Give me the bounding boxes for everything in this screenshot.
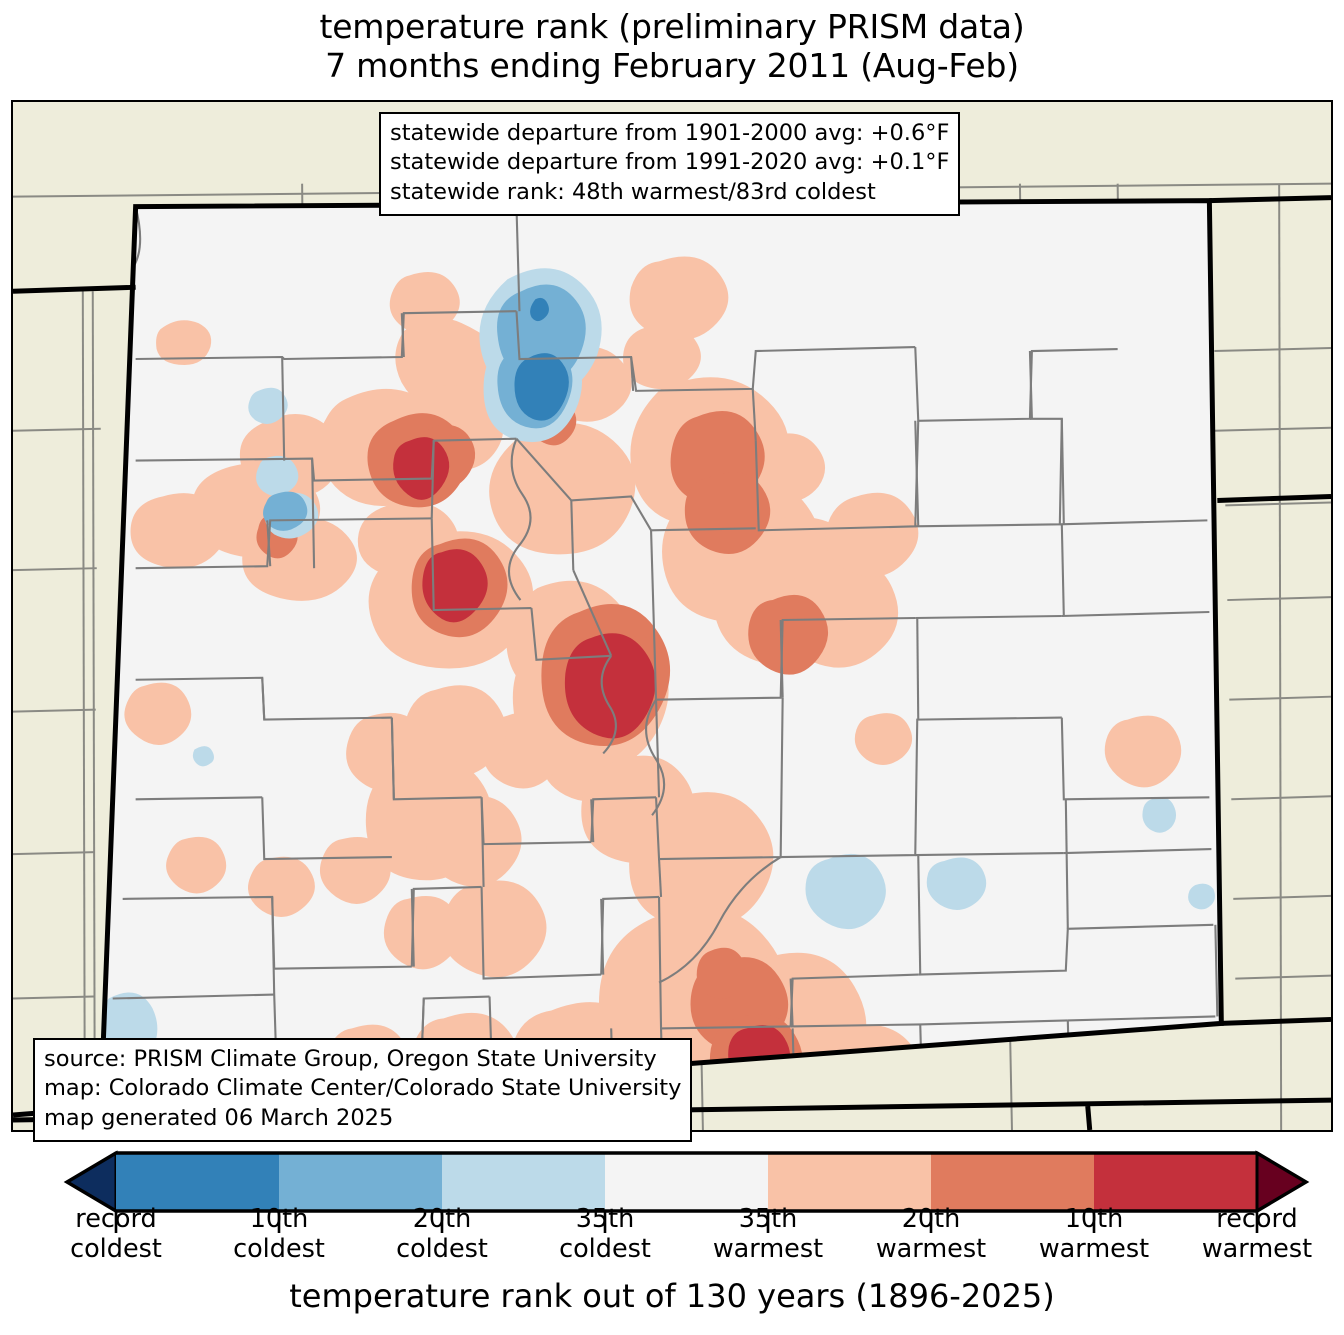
colorbar-swatch-near-normal bbox=[605, 1153, 768, 1211]
stat-statewide-rank: statewide rank: 48th warmest/83rd coldes… bbox=[390, 178, 876, 205]
colorbar-label-top: 10th bbox=[1064, 1204, 1124, 1234]
stat-departure-1901-2000: statewide departure from 1901-2000 avg: … bbox=[390, 120, 950, 146]
colorbar-label-bottom: warmest bbox=[1201, 1233, 1313, 1264]
colorbar-swatch-20th-warmest bbox=[931, 1153, 1094, 1211]
stat-departure-1991-2020: statewide departure from 1991-2020 avg: … bbox=[390, 149, 950, 176]
colorbar-swatch-record-coldest bbox=[64, 1150, 118, 1214]
colorbar-label-20th-coldest: 20th coldest bbox=[367, 1204, 517, 1264]
neighbor-county-lines bbox=[13, 182, 1331, 1130]
colorbar-label-20th-warmest: 20th warmest bbox=[856, 1204, 1006, 1264]
source-line: source: PRISM Climate Group, Oregon Stat… bbox=[44, 1046, 657, 1072]
colorbar-label-35th-warmest: 35th warmest bbox=[693, 1204, 843, 1264]
colorbar-swatch-10th-coldest bbox=[116, 1153, 279, 1211]
title-line-2: 7 months ending February 2011 (Aug-Feb) bbox=[325, 45, 1019, 85]
colorbar-swatch-record-warmest bbox=[1255, 1150, 1309, 1214]
colorado-interior bbox=[100, 200, 1222, 1109]
colorbar-label-top: record bbox=[1216, 1204, 1298, 1234]
colorbar-label-bottom: coldest bbox=[559, 1233, 651, 1264]
colorado-temperature-rank-map bbox=[13, 102, 1331, 1130]
colorbar-label-bottom: warmest bbox=[712, 1233, 824, 1264]
title-line-1: temperature rank (preliminary PRISM data… bbox=[319, 7, 1025, 46]
colorbar-svg bbox=[63, 1150, 1310, 1233]
colorbar-swatch-35th-coldest bbox=[442, 1153, 605, 1211]
colorbar-label-record-warmest: record warmest bbox=[1182, 1204, 1332, 1264]
colorbar-label-10th-warmest: 10th warmest bbox=[1019, 1204, 1169, 1264]
colorbar-swatch-35th-warmest bbox=[768, 1153, 931, 1211]
page-title: temperature rank (preliminary PRISM data… bbox=[0, 7, 1344, 86]
rank-10th-coldest-regions bbox=[514, 297, 569, 421]
colorbar-swatch-10th-warmest bbox=[1094, 1153, 1257, 1211]
colorbar-label-top: 35th bbox=[575, 1204, 635, 1234]
colorbar-label-record-coldest: record coldest bbox=[41, 1204, 191, 1264]
colorbar-label-10th-coldest: 10th coldest bbox=[204, 1204, 354, 1264]
colorbar-label-35th-coldest: 35th coldest bbox=[530, 1204, 680, 1264]
colorbar-label-top: 20th bbox=[412, 1204, 472, 1234]
statewide-stats-box: statewide departure from 1901-2000 avg: … bbox=[379, 112, 961, 216]
map-panel bbox=[11, 100, 1333, 1132]
colorbar-caption: temperature rank out of 130 years (1896-… bbox=[289, 1277, 1055, 1315]
colorbar-label-bottom: warmest bbox=[875, 1233, 987, 1264]
colorbar-label-bottom: warmest bbox=[1038, 1233, 1150, 1264]
colorbar-label-top: 10th bbox=[249, 1204, 309, 1234]
source-credits-box: source: PRISM Climate Group, Oregon Stat… bbox=[33, 1038, 693, 1142]
map-generated-line: map generated 06 March 2025 bbox=[44, 1104, 394, 1131]
colorbar bbox=[0, 1145, 1344, 1335]
colorbar-label-bottom: coldest bbox=[233, 1233, 325, 1264]
colorbar-label-top: 20th bbox=[901, 1204, 961, 1234]
colorbar-label-top: 35th bbox=[738, 1204, 798, 1234]
colorbar-ticks bbox=[114, 1211, 1259, 1233]
colorbar-label-top: record bbox=[75, 1204, 157, 1234]
colorbar-swatch-20th-coldest bbox=[279, 1153, 442, 1211]
colorbar-label-bottom: coldest bbox=[70, 1233, 162, 1264]
map-credit-line: map: Colorado Climate Center/Colorado St… bbox=[44, 1075, 682, 1102]
colorbar-label-bottom: coldest bbox=[396, 1233, 488, 1264]
